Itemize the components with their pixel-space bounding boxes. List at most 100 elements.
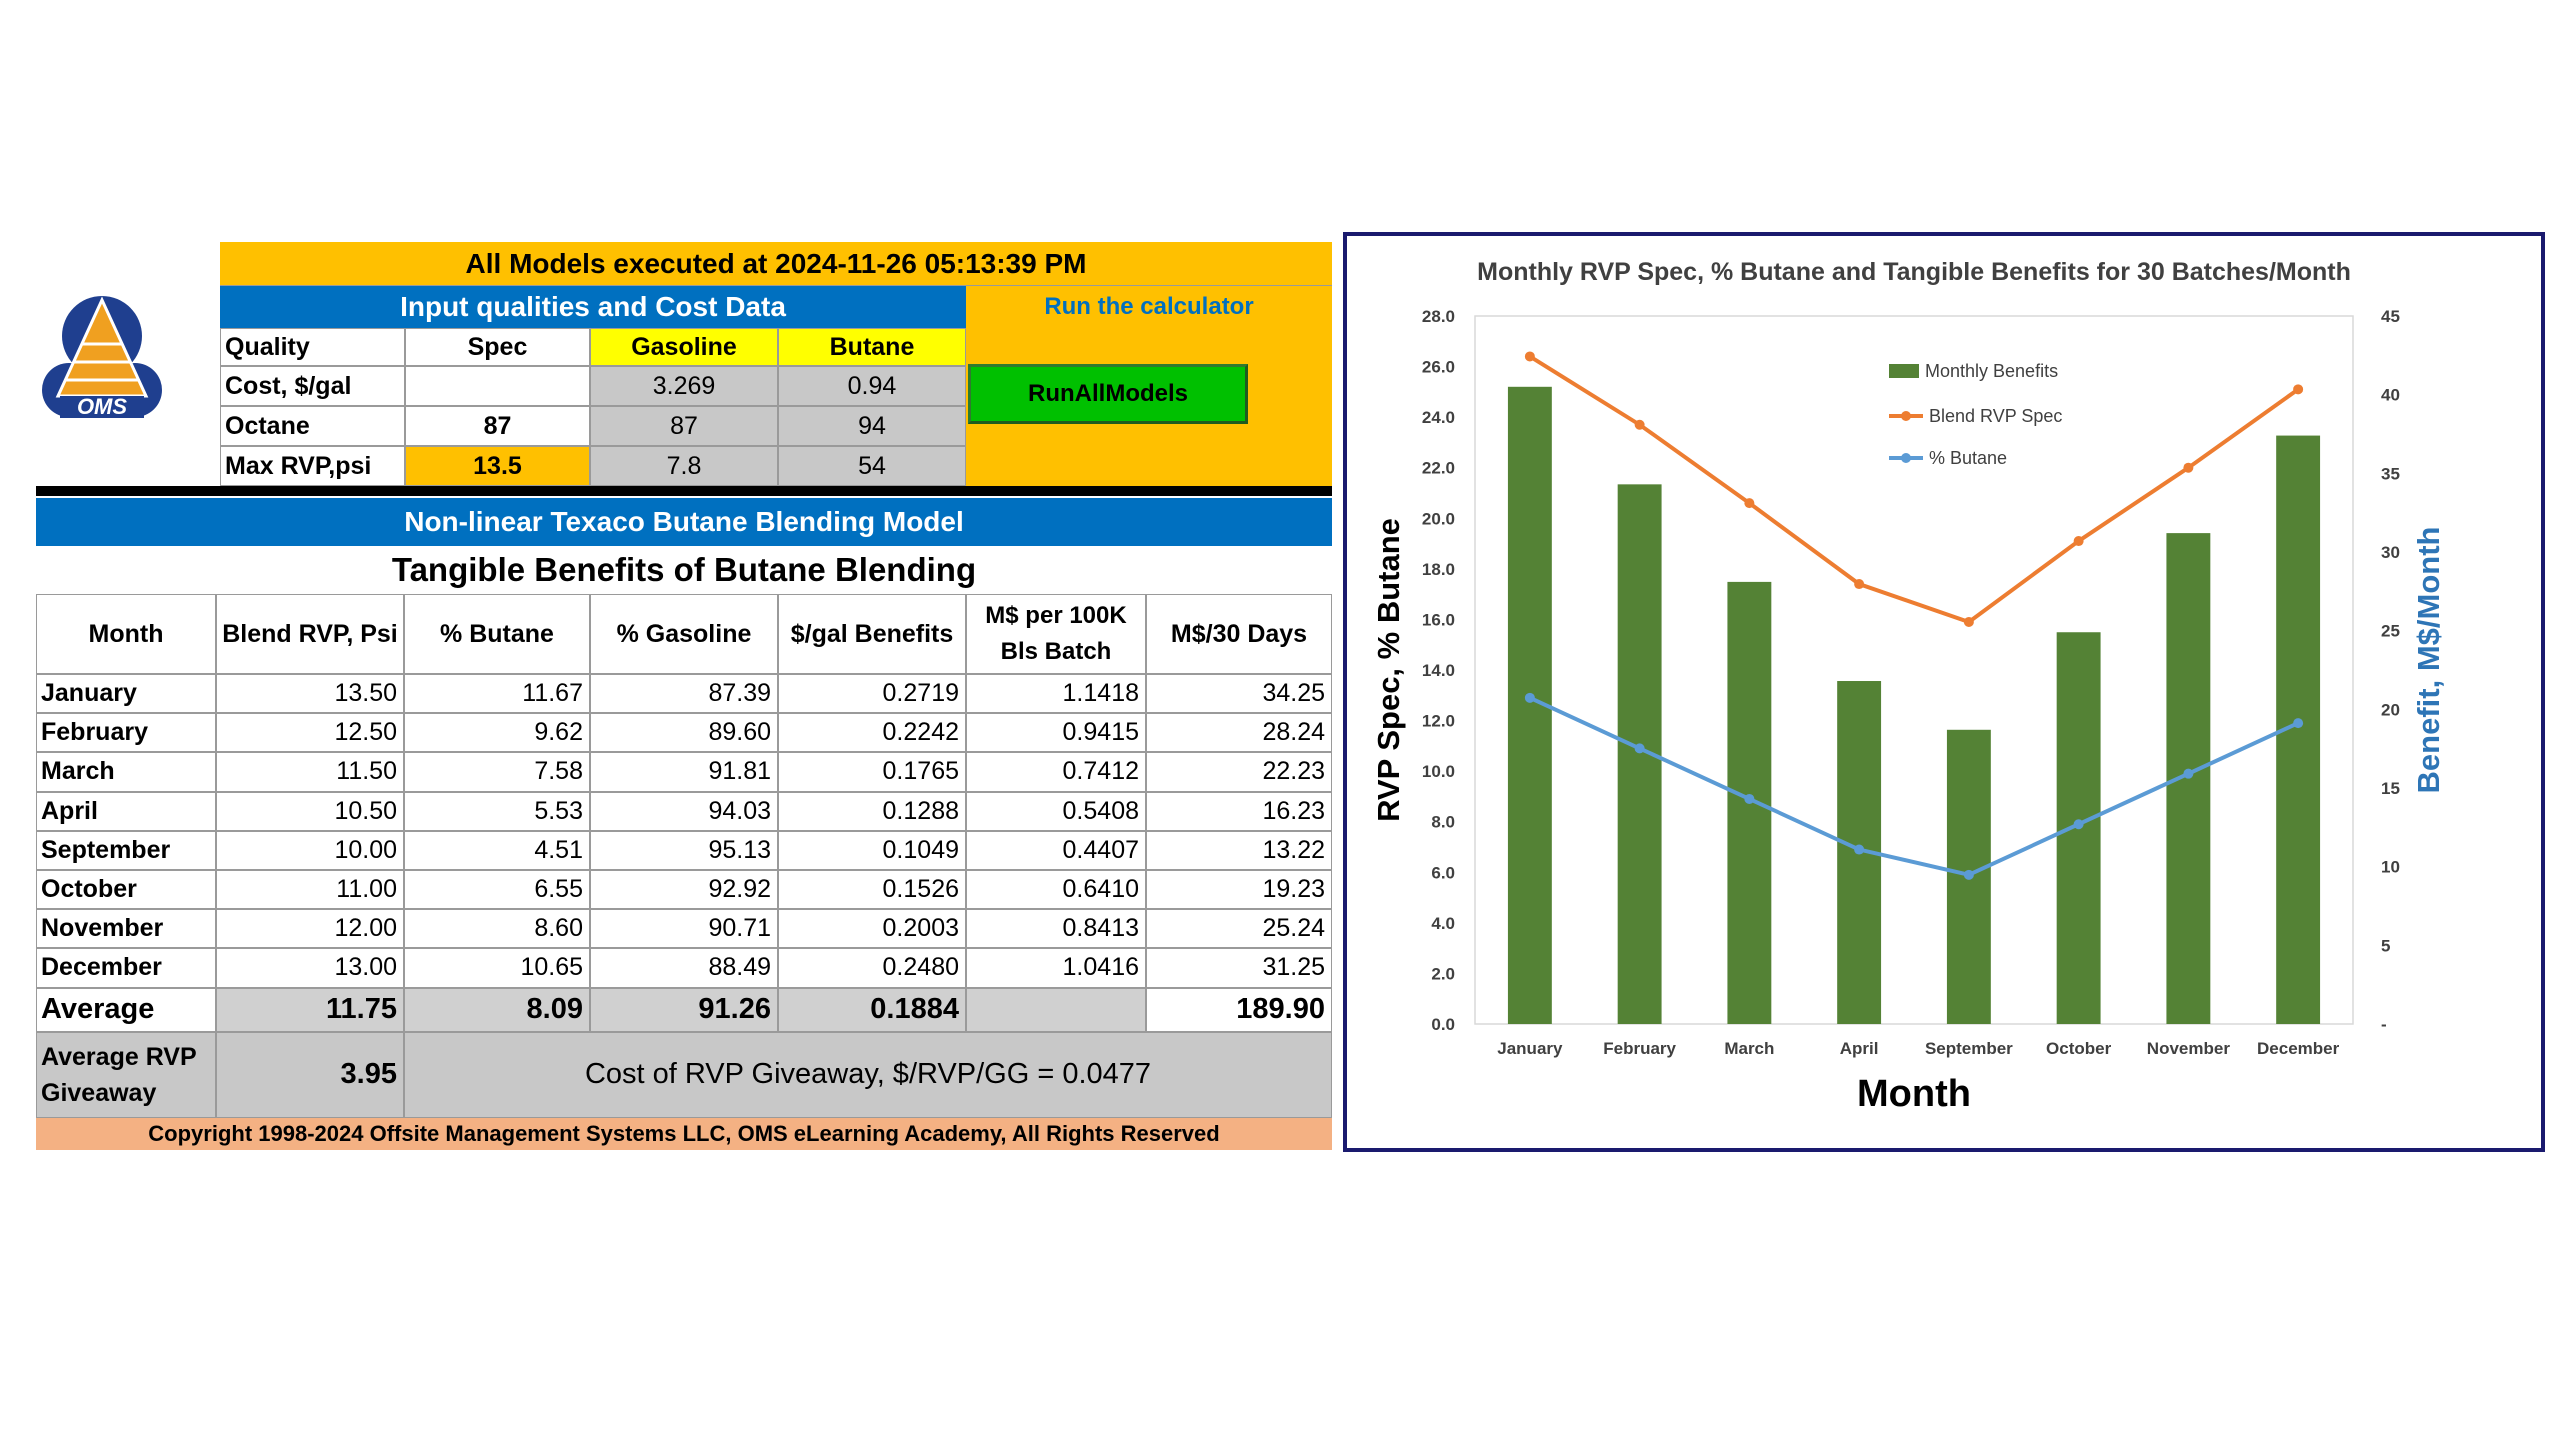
point-rvp <box>1963 616 1974 627</box>
point-rvp <box>1524 351 1535 362</box>
table-cell: 0.2242 <box>778 713 966 753</box>
table-cell: 94.03 <box>590 791 778 831</box>
row-month-label: September <box>36 830 216 870</box>
table-cell: 0.9415 <box>966 713 1146 753</box>
point-butane <box>1744 793 1755 804</box>
table-cell: 0.2719 <box>778 674 966 714</box>
table-cell: 28.24 <box>1146 713 1332 753</box>
table-header-month: Month <box>36 594 216 674</box>
average-cell: 0.1884 <box>778 987 966 1032</box>
table-cell: 4.51 <box>404 830 590 870</box>
table-header-pct-butane: % Butane <box>404 594 590 674</box>
y-axis-title: RVP Spec, % Butane <box>1371 518 1406 822</box>
table-cell: 92.92 <box>590 870 778 910</box>
row-month-label: April <box>36 791 216 831</box>
y2-tick-label: 15 <box>2381 779 2400 798</box>
executed-banner: All Models executed at 2024-11-26 05:13:… <box>220 242 1332 286</box>
table-cell: 12.50 <box>216 713 404 753</box>
x-tick-label: February <box>1603 1039 1676 1058</box>
line-butane <box>1529 695 2299 877</box>
table-cell: 90.71 <box>590 909 778 949</box>
average-cell: 91.26 <box>590 987 778 1032</box>
spec-cost-cell[interactable] <box>405 366 590 406</box>
y-tick-label: 24.0 <box>1422 408 1455 427</box>
x-tick-label: September <box>1925 1039 2013 1058</box>
table-cell: 88.49 <box>590 948 778 988</box>
table-cell: 0.5408 <box>966 791 1146 831</box>
legend-swatch-benefits <box>1889 364 1919 378</box>
legend-label: Monthly Benefits <box>1925 361 2058 381</box>
x-tick-label: October <box>2046 1039 2112 1058</box>
table-header-mdollar-30-days: M$/30 Days <box>1146 594 1332 674</box>
point-rvp <box>1854 579 1865 590</box>
x-tick-label: January <box>1497 1039 1563 1058</box>
table-cell: 7.58 <box>404 752 590 792</box>
giveaway-label-line-2: Giveaway <box>41 1078 157 1107</box>
table-cell: 31.25 <box>1146 948 1332 988</box>
row-month-label: October <box>36 870 216 910</box>
y-tick-label: 0.0 <box>1431 1015 1455 1034</box>
point-butane <box>1854 844 1865 855</box>
y2-tick-label: 30 <box>2381 543 2400 562</box>
input-header-quality: Quality <box>220 328 405 366</box>
row-month-label: February <box>36 713 216 753</box>
svg-text:OMS: OMS <box>77 394 127 419</box>
point-butane <box>2183 768 2194 779</box>
table-cell: 34.25 <box>1146 674 1332 714</box>
butane-max-rvp-cell[interactable]: 54 <box>778 446 966 486</box>
giveaway-label-line-1: Average RVP <box>41 1042 197 1071</box>
table-cell: 1.0416 <box>966 948 1146 988</box>
table-cell: 12.00 <box>216 909 404 949</box>
y2-axis-title: Benefit, M$/Month <box>2411 527 2446 794</box>
y-tick-label: 22.0 <box>1422 459 1455 478</box>
table-cell: 13.22 <box>1146 830 1332 870</box>
gasoline-max-rvp-cell[interactable]: 7.8 <box>590 446 778 486</box>
run-all-models-button[interactable]: RunAllModels <box>968 364 1248 424</box>
table-cell: 9.62 <box>404 713 590 753</box>
y-tick-label: 12.0 <box>1422 712 1455 731</box>
input-header-spec: Spec <box>405 328 590 366</box>
legend-marker-butane <box>1901 453 1911 463</box>
point-rvp <box>2183 462 2194 473</box>
table-cell: 10.00 <box>216 830 404 870</box>
table-cell: 10.65 <box>404 948 590 988</box>
table-cell: 91.81 <box>590 752 778 792</box>
table-cell: 0.1765 <box>778 752 966 792</box>
average-cell: 11.75 <box>216 987 404 1032</box>
y2-tick-label: 45 <box>2381 307 2400 326</box>
table-cell: 11.50 <box>216 752 404 792</box>
giveaway-value: 3.95 <box>216 1031 404 1118</box>
y2-tick-label: 40 <box>2381 386 2400 405</box>
input-label-octane: Octane <box>220 406 405 446</box>
model-subtitle: Tangible Benefits of Butane Blending <box>391 551 977 588</box>
y-tick-label: 8.0 <box>1431 813 1455 832</box>
point-rvp <box>2073 536 2084 547</box>
table-cell: 13.50 <box>216 674 404 714</box>
input-header-butane: Butane <box>778 328 966 366</box>
spec-octane-cell[interactable]: 87 <box>405 406 590 446</box>
table-cell: 10.50 <box>216 791 404 831</box>
table-cell: 95.13 <box>590 830 778 870</box>
table-cell: 25.24 <box>1146 909 1332 949</box>
y-tick-label: 28.0 <box>1422 307 1455 326</box>
butane-octane-cell[interactable]: 94 <box>778 406 966 446</box>
input-section-title: Input qualities and Cost Data <box>220 286 966 328</box>
table-header-pct-gasoline: % Gasoline <box>590 594 778 674</box>
table-header-mdollar-per-batch: M$ per 100K Bls Batch <box>966 594 1146 674</box>
butane-cost-cell[interactable]: 0.94 <box>778 366 966 406</box>
table-cell: 0.2480 <box>778 948 966 988</box>
point-butane <box>2293 718 2304 729</box>
legend-marker-rvp <box>1901 411 1911 421</box>
y-tick-label: 20.0 <box>1422 509 1455 528</box>
gasoline-octane-cell[interactable]: 87 <box>590 406 778 446</box>
gasoline-cost-cell[interactable]: 3.269 <box>590 366 778 406</box>
legend-label: % Butane <box>1929 448 2007 468</box>
x-tick-label: April <box>1840 1039 1879 1058</box>
spec-max-rvp-cell[interactable]: 13.5 <box>405 446 590 486</box>
combo-chart: Monthly RVP Spec, % Butane and Tangible … <box>1371 258 2446 1115</box>
table-header-blend-rvp: Blend RVP, Psi <box>216 594 404 674</box>
x-axis-title: Month <box>1857 1073 1971 1115</box>
table-cell: 22.23 <box>1146 752 1332 792</box>
table-cell: 8.60 <box>404 909 590 949</box>
table-cell: 11.00 <box>216 870 404 910</box>
